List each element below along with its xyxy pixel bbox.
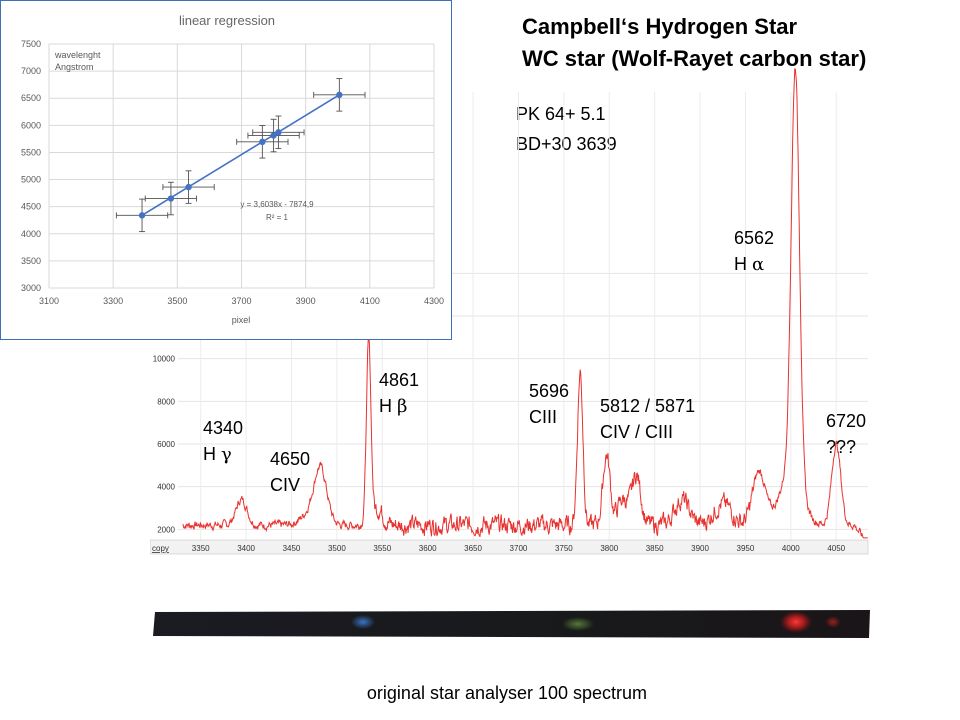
regression-title: linear regression [179,13,275,28]
chart-title: Campbell‘s Hydrogen Star [522,14,798,39]
spectrum-strip-image [153,610,870,638]
spectrum-y-tick-label: 8000 [157,397,175,406]
label-hgamma-ion: H [203,444,216,464]
regression-x-tick-label: 3500 [167,296,187,306]
label-halpha-ion: H [734,254,747,274]
regression-x-tick-label: 3100 [39,296,59,306]
regression-y-axis-label-line2: Angstrom [55,62,94,72]
spectrum-y-tick-label: 6000 [157,440,175,449]
gamma-symbol: γ [221,444,232,465]
label-civ-ciii: 5812 / 5871 CIV / CIII [600,393,695,445]
regression-x-tick-label: 3900 [296,296,316,306]
regression-y-tick-label: 6000 [21,120,41,130]
label-civ-4650: 4650 CIV [270,446,310,498]
spectrum-x-tick-label: 3600 [419,544,437,553]
alpha-symbol: α [752,254,765,275]
trendline-equation: y = 3,6038x - 7874,9 [240,200,314,209]
label-unknown-6720: 6720 ??? [826,408,866,460]
label-ciii-wavelength: 5696 [529,381,570,401]
data-point [138,212,146,219]
spectrum-y-tick-label: 10000 [153,355,176,364]
spectrum-x-tick-label: 4050 [827,544,845,553]
spectrum-y-tick-label: 2000 [157,525,175,534]
data-point [275,129,282,136]
regression-y-tick-label: 7000 [21,66,41,76]
spectrum-x-tick-label: 3850 [646,544,664,553]
label-hbeta-ion: H [379,396,392,416]
regression-x-tick-label: 3700 [231,296,251,306]
label-civ-ciii-wavelength: 5812 / 5871 [600,396,696,416]
label-civ-ion: CIV [270,475,301,495]
spectrum-x-tick-label: 3700 [510,544,528,553]
spectrum-x-tick-label: 4000 [782,544,800,553]
regression-x-axis-label: pixel [232,315,251,325]
spectrum-x-axis-bar [150,539,869,555]
regression-x-tick-label: 4300 [424,296,444,306]
spectrum-x-tick-label: 3550 [373,544,391,553]
spectrum-x-tick-label: 3450 [283,544,301,553]
regression-y-tick-label: 5500 [21,147,41,157]
label-halpha-wavelength: 6562 [734,228,775,248]
spectrum-line [182,68,868,539]
spectrum-x-tick-label: 3400 [237,544,255,553]
footer-caption: original star analyser 100 spectrum [366,683,648,703]
label-unknown-wavelength: 6720 [826,411,867,431]
label-hgamma-wavelength: 4340 [203,418,244,438]
regression-y-tick-label: 3000 [21,283,41,293]
regression-x-tick-label: 4100 [360,296,380,306]
spectrum-y-tick-label: 4000 [157,483,175,492]
regression-y-tick-label: 3500 [21,256,41,266]
regression-y-tick-label: 7500 [21,39,41,49]
identifier-bd: BD+30 3639 [516,134,617,154]
regression-inset: linear regression 3000 3500 4000 4500 5000 550… [0,0,452,340]
regression-y-tick-label: 6500 [21,93,41,103]
label-civ-wavelength: 4650 [270,449,311,469]
beta-symbol: β [397,396,408,417]
data-point [259,138,266,146]
label-halpha: 6562 H α [734,225,774,278]
spectrum-x-tick-label: 3500 [328,544,346,553]
label-ciii-ion: CIII [529,407,558,427]
trendline [141,94,340,217]
regression-y-axis-label: wavelenght Angstrom [54,50,101,72]
regression-y-tick-label: 5000 [21,175,41,185]
label-ciii-5696: 5696 CIII [529,378,569,430]
regression-y-tick-label: 4500 [21,202,41,212]
regression-x-tick-label: 3300 [103,296,123,306]
identifier-pk: PK 64+ 5.1 [516,104,606,124]
spectrum-x-tick-label: 3750 [555,544,573,553]
label-unknown-ion: ??? [826,437,857,457]
label-hbeta-wavelength: 4861 [379,370,420,390]
spectrum-x-tick-label: 3800 [600,544,618,553]
spectrum-x-tick-label: 3650 [464,544,482,553]
label-hgamma: 4340 H γ [203,415,243,468]
label-civ-ciii-ion: CIV / CIII [600,422,674,442]
data-point [167,195,175,202]
data-point [270,132,277,139]
regression-chart: linear regression 3000 3500 4000 4500 5000 550… [21,13,444,325]
spectrum-x-tick-label: 3950 [737,544,755,553]
label-hbeta: 4861 H β [379,367,419,420]
trendline-r-squared: R² = 1 [266,213,289,222]
spectrum-x-tick-label: 3900 [691,544,709,553]
data-point [185,183,192,191]
regression-y-axis-label-line1: wavelenght [54,50,101,60]
copy-label: copy [152,544,169,553]
regression-y-tick-label: 4000 [21,229,41,239]
chart-subtitle: WC star (Wolf-Rayet carbon star) [522,46,867,71]
data-point [336,91,343,99]
spectrum-x-tick-label: 3350 [192,544,210,553]
